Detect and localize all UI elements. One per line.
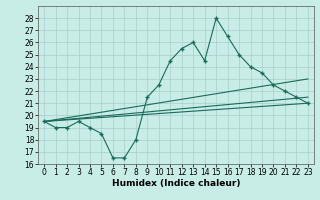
X-axis label: Humidex (Indice chaleur): Humidex (Indice chaleur) <box>112 179 240 188</box>
